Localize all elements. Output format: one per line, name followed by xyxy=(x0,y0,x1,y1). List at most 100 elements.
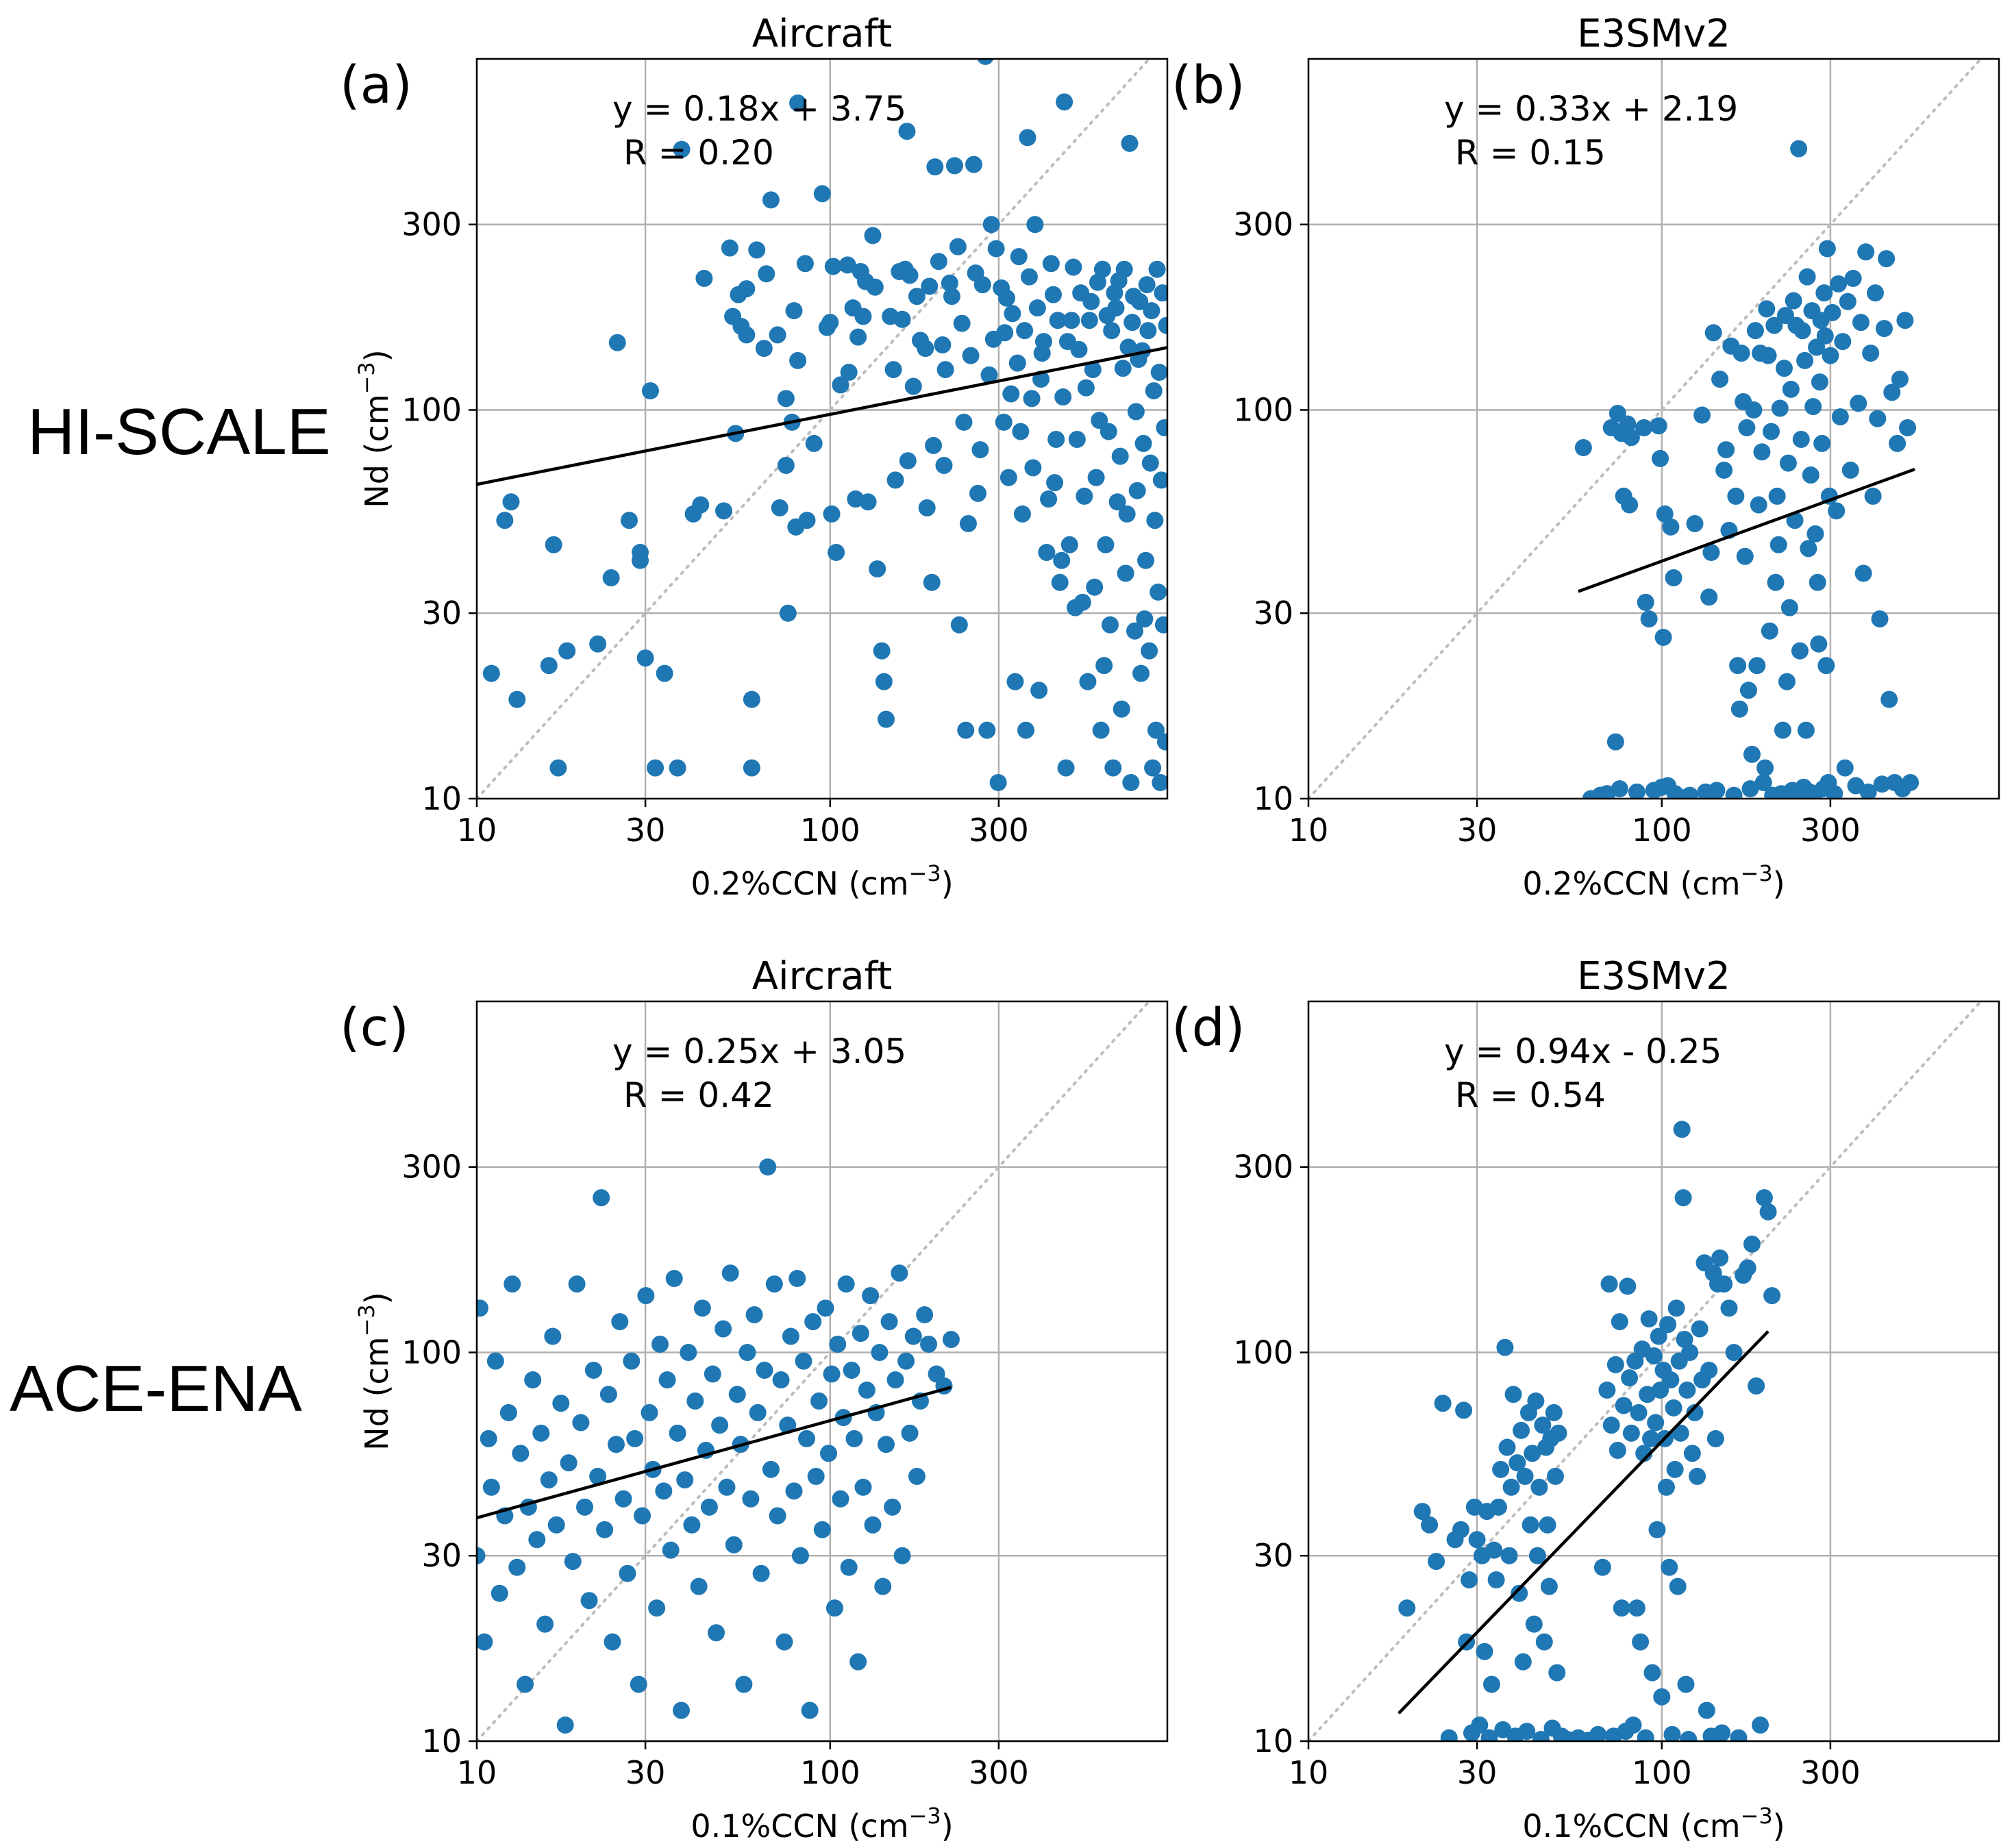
data-point xyxy=(1489,1498,1507,1516)
one-to-one-line xyxy=(1308,1001,1983,1741)
y-tick-label: 30 xyxy=(421,595,462,632)
data-point xyxy=(1496,1338,1514,1356)
data-point xyxy=(738,280,756,298)
data-point xyxy=(1792,430,1810,448)
data-point xyxy=(508,1558,526,1576)
correlation-r: R = 0.20 xyxy=(623,133,774,173)
y-tick-label: 30 xyxy=(421,1537,462,1574)
data-point xyxy=(823,505,841,523)
data-point xyxy=(1702,544,1720,562)
data-point xyxy=(602,569,620,587)
data-point xyxy=(908,1467,926,1485)
data-point xyxy=(1092,721,1110,739)
data-point xyxy=(1547,1467,1565,1485)
data-point xyxy=(1816,327,1834,345)
data-point xyxy=(1639,1386,1656,1403)
data-point xyxy=(1082,292,1100,310)
data-point xyxy=(917,340,934,358)
data-point xyxy=(1010,248,1028,266)
data-point xyxy=(1738,419,1756,436)
data-point xyxy=(884,361,902,379)
data-point xyxy=(1042,255,1060,273)
data-point xyxy=(1504,1386,1522,1403)
data-point xyxy=(1487,1571,1505,1589)
data-point xyxy=(686,1392,704,1410)
row-label-hi-scale: HI-SCALE xyxy=(27,395,331,469)
data-point xyxy=(626,1429,644,1447)
data-point xyxy=(1779,454,1797,472)
data-point xyxy=(955,413,973,431)
data-point xyxy=(769,326,786,344)
data-point xyxy=(904,377,922,395)
data-point xyxy=(1589,1725,1607,1741)
data-point xyxy=(971,441,989,459)
data-point xyxy=(536,1615,554,1633)
data-point xyxy=(1138,276,1156,294)
data-point xyxy=(957,721,975,739)
data-point xyxy=(1030,682,1048,699)
data-point xyxy=(849,328,867,346)
data-point xyxy=(1093,260,1111,278)
data-point xyxy=(1873,775,1891,793)
data-point xyxy=(572,1414,590,1432)
data-point xyxy=(1666,1460,1684,1478)
data-point xyxy=(1643,1664,1661,1682)
data-point xyxy=(735,1675,753,1693)
regression-line xyxy=(477,346,1167,486)
y-tick-label: 300 xyxy=(401,1149,462,1186)
data-point xyxy=(540,657,558,675)
data-point xyxy=(854,308,872,325)
data-point xyxy=(1880,690,1898,708)
data-point xyxy=(1621,1369,1639,1387)
y-axis-label-close: ) xyxy=(358,1292,395,1304)
one-to-one-line xyxy=(1308,59,1983,799)
data-point xyxy=(1461,1571,1478,1589)
correlation-r: R = 0.42 xyxy=(623,1075,774,1115)
data-point xyxy=(1550,1424,1567,1442)
data-point xyxy=(556,1716,574,1734)
data-point xyxy=(843,1361,860,1379)
data-point xyxy=(817,1299,834,1317)
data-point xyxy=(969,484,987,502)
panel-a: 10 30 100 300 10 30 100 300 Aircraft (a) y = 0.18x… xyxy=(340,12,1169,902)
data-point xyxy=(1440,1729,1458,1741)
y-tick-label: 100 xyxy=(401,392,462,429)
data-point xyxy=(1650,1327,1667,1345)
data-point xyxy=(852,1325,869,1343)
data-point xyxy=(884,1498,902,1516)
data-point xyxy=(662,1541,680,1559)
data-point xyxy=(1413,1503,1431,1521)
data-point xyxy=(1817,657,1835,675)
data-point xyxy=(1748,1377,1765,1395)
y-tick-label: 100 xyxy=(1233,392,1293,429)
data-point xyxy=(721,1264,739,1282)
data-point xyxy=(845,1429,863,1447)
data-point xyxy=(832,1490,849,1508)
data-point xyxy=(1524,1445,1541,1462)
data-point xyxy=(589,1467,607,1485)
data-point xyxy=(837,1275,855,1293)
data-point xyxy=(1141,642,1158,660)
data-point xyxy=(1097,536,1115,553)
data-point xyxy=(1006,673,1024,690)
x-axis-label: 0.2%CCN (cm−3) xyxy=(1522,860,1785,902)
data-point xyxy=(1156,419,1167,436)
data-point xyxy=(748,241,766,259)
data-point xyxy=(893,1547,911,1564)
data-point xyxy=(762,1460,780,1478)
x-axis-label-text: 0.2%CCN (cm xyxy=(1522,865,1740,902)
regression-line xyxy=(1578,467,1915,593)
data-point xyxy=(930,253,947,271)
data-point xyxy=(1480,1729,1498,1741)
data-point xyxy=(1857,243,1875,261)
data-point xyxy=(989,774,1007,792)
x-tick-label: 10 xyxy=(1289,1754,1329,1791)
data-point xyxy=(1602,1416,1620,1434)
data-point xyxy=(859,493,877,511)
data-point xyxy=(672,1701,690,1719)
data-point xyxy=(934,336,952,354)
data-point xyxy=(1053,551,1071,569)
data-point xyxy=(877,1436,895,1453)
data-point xyxy=(1785,292,1802,310)
data-point xyxy=(1891,371,1909,388)
